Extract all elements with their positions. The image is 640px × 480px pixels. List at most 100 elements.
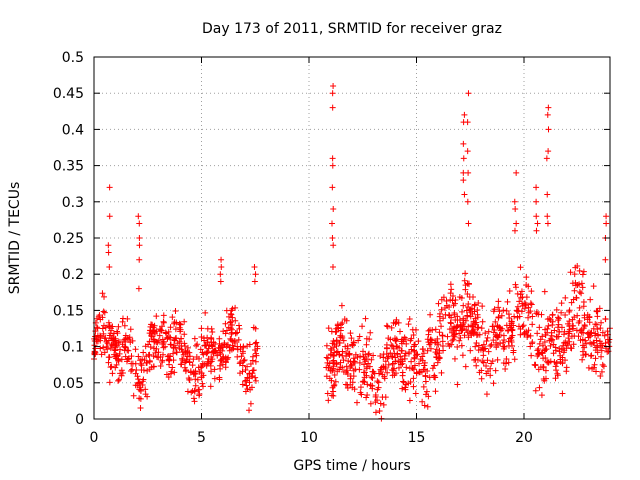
data-point [456,337,463,344]
data-point [427,336,434,343]
data-point [423,388,430,395]
data-point [101,309,108,316]
data-point [118,372,125,379]
data-point [375,384,382,391]
data-point [412,352,419,359]
data-point [204,338,211,345]
data-point [216,335,223,342]
data-point [570,325,577,332]
data-point [357,384,364,391]
data-point [106,184,113,191]
data-point [464,119,471,126]
data-point [217,278,224,285]
data-point [339,320,346,326]
data-point [501,337,508,344]
data-point [406,315,413,322]
data-point [150,353,157,360]
data-point [229,305,236,312]
data-point [247,386,254,393]
data-point [193,353,200,360]
data-point [534,347,541,354]
data-point [519,323,526,330]
data-point [202,342,209,349]
data-point [216,362,223,369]
data-point [579,271,586,278]
data-point [182,350,189,357]
data-point [211,366,218,373]
data-point [115,377,122,384]
data-point [511,227,518,234]
data-point [101,293,108,300]
data-point [562,294,569,301]
data-point [347,365,354,372]
data-point [457,334,464,341]
data-point [490,337,497,344]
data-point [602,315,609,322]
data-point [421,402,428,409]
data-point [420,366,427,373]
data-point [113,361,120,368]
data-point [447,319,454,326]
data-point [109,370,116,377]
data-point [105,359,112,366]
data-point [106,263,113,270]
data-point [137,360,144,367]
data-point [370,368,377,375]
data-point [605,339,612,346]
data-point [173,335,180,342]
data-point [495,314,502,321]
data-point [555,315,562,322]
data-point [555,321,562,328]
data-point [224,356,231,363]
data-point [464,313,471,320]
data-point [231,337,238,344]
data-point [152,349,159,356]
data-point [580,268,587,275]
y-tick-label: 0.1 [62,340,84,356]
data-point [178,342,185,349]
data-point [111,346,118,353]
x-tick-label: 10 [300,430,318,446]
data-point [197,364,204,371]
data-point [498,312,505,319]
data-point [551,327,558,334]
data-point [490,323,497,330]
data-point [128,360,135,367]
data-point [523,294,530,301]
data-point [462,270,469,277]
data-point [184,353,191,360]
data-point [383,341,390,348]
data-point [389,372,396,379]
data-point [580,298,587,305]
data-points [91,82,613,422]
data-point [421,362,428,369]
data-point [485,348,492,355]
data-point [576,288,583,295]
data-point [449,297,456,304]
data-point [94,338,101,345]
data-point [475,347,482,354]
data-point [451,355,458,362]
data-point [119,341,126,348]
data-point [249,367,256,374]
data-point [405,321,412,328]
data-point [419,346,426,353]
data-point [330,382,337,389]
x-tick-label: 20 [515,430,533,446]
data-point [560,342,567,349]
data-point [465,169,472,176]
data-point [439,338,446,345]
data-point [157,362,164,369]
data-point [424,347,431,354]
data-point [192,368,199,375]
data-point [238,353,245,360]
x-tick-label: 0 [90,430,99,446]
data-point [146,338,153,345]
y-tick-label: 0.15 [53,303,84,319]
data-point [356,366,363,373]
data-point [216,349,223,356]
data-point [395,364,402,371]
data-point [402,386,409,393]
data-point [100,330,107,337]
data-point [568,345,575,352]
